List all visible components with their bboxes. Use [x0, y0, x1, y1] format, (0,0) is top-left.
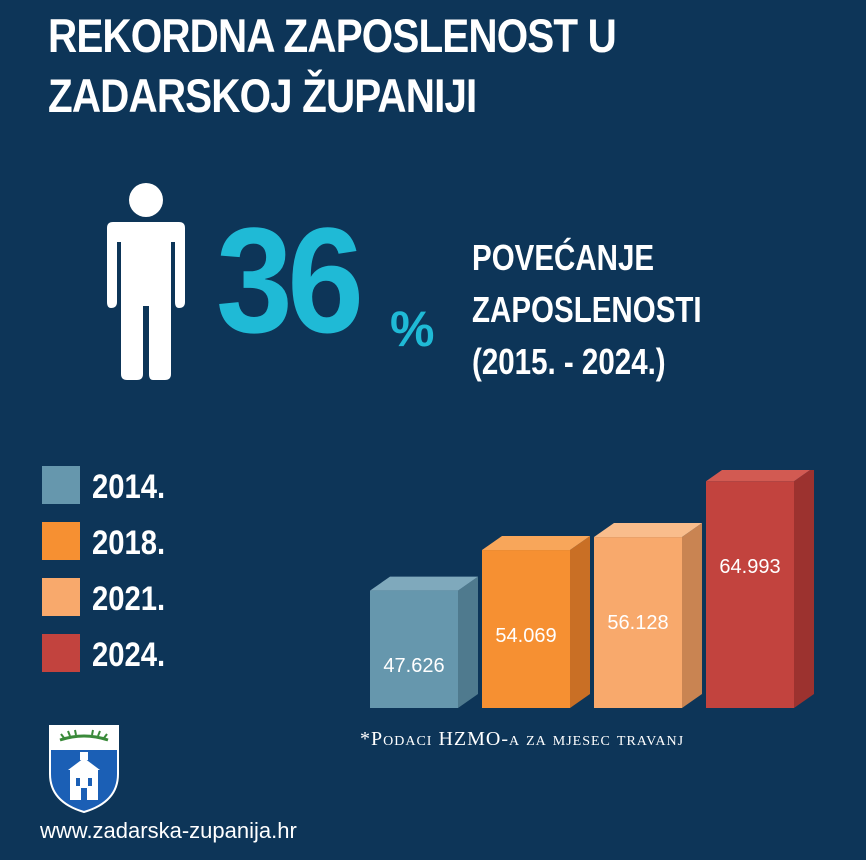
- description-line-1: POVEĆANJE: [472, 237, 655, 278]
- bar: [594, 537, 682, 708]
- bar-data-label: 64.993: [719, 556, 780, 578]
- legend-swatch: [42, 466, 80, 504]
- legend-swatch: [42, 634, 80, 672]
- bar: [482, 550, 570, 708]
- bar-side: [458, 576, 478, 708]
- title-line-2: ZADARSKOJ ŽUPANIJI: [48, 69, 477, 122]
- page-title: REKORDNA ZAPOSLENOST U ZADARSKOJ ŽUPANIJ…: [48, 6, 719, 126]
- percent-value: 36: [216, 196, 364, 364]
- description-line-3: (2015. - 2024.): [472, 341, 666, 382]
- percent-sign: %: [390, 301, 435, 357]
- bar: [706, 481, 794, 708]
- bar-data-label: 47.626: [383, 655, 444, 677]
- bar-chart: 47.626 54.069 56.128 64.993: [370, 470, 814, 708]
- person-icon: [107, 183, 185, 380]
- county-crest-icon: [49, 725, 119, 814]
- legend-label: 2021.: [92, 580, 166, 618]
- bar-top: [482, 536, 590, 551]
- bar-side: [682, 523, 702, 708]
- bar-side: [794, 470, 814, 708]
- bar-top: [594, 523, 702, 538]
- legend-item: 2024.: [42, 634, 242, 674]
- legend-label: 2024.: [92, 636, 166, 674]
- legend-swatch: [42, 578, 80, 616]
- bar-top: [706, 470, 810, 482]
- title-line-1: REKORDNA ZAPOSLENOST U: [48, 9, 617, 62]
- bar-top: [370, 576, 478, 591]
- website-link[interactable]: www.zadarska-zupanija.hr: [40, 818, 297, 843]
- legend-item: 2021.: [42, 578, 242, 618]
- bar-data-label: 54.069: [495, 625, 556, 647]
- footnote: *Podaci HZMO-a za mjesec travanj: [360, 728, 685, 750]
- legend-swatch: [42, 522, 80, 560]
- legend-label: 2018.: [92, 524, 166, 562]
- highlight-description: POVEĆANJE ZAPOSLENOSTI (2015. - 2024.): [472, 232, 702, 388]
- description-line-2: ZAPOSLENOSTI: [472, 289, 702, 330]
- bar: [370, 590, 458, 708]
- legend-label: 2014.: [92, 468, 166, 506]
- legend-item: 2018.: [42, 522, 242, 562]
- bar-data-label: 56.128: [607, 612, 668, 634]
- bar-side: [570, 536, 590, 708]
- legend-item: 2014.: [42, 466, 242, 506]
